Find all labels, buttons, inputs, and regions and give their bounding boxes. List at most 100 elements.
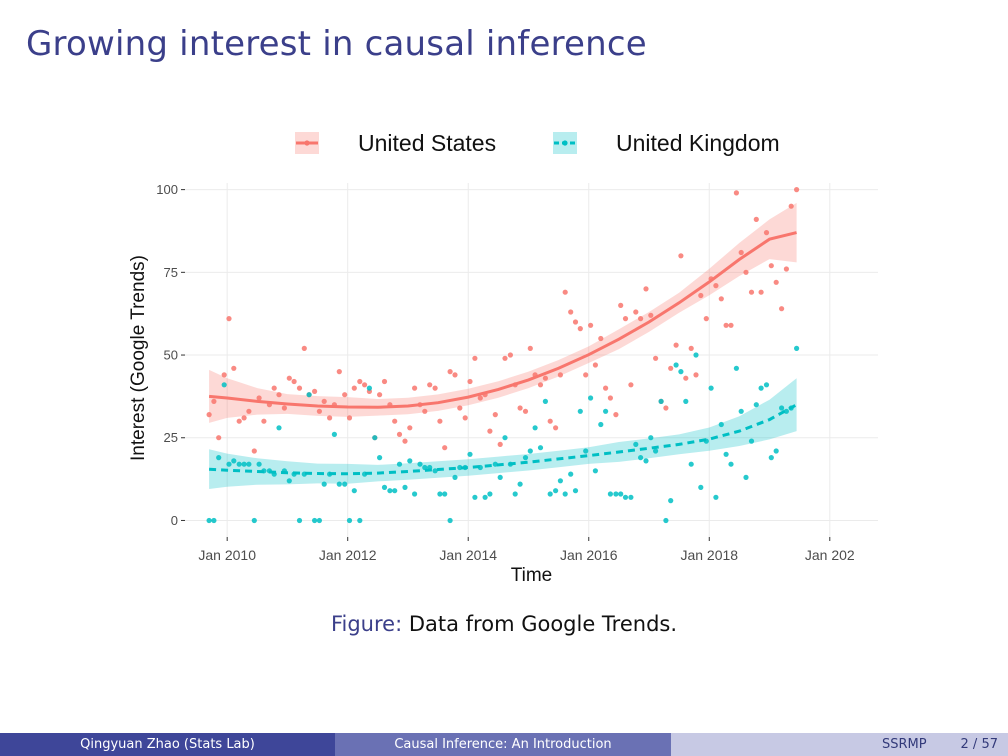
data-point-us [779,306,785,312]
data-point-uk [241,461,247,467]
data-point-uk [472,494,478,500]
data-point-us [256,395,262,401]
data-point-us [221,372,227,378]
data-point-uk [713,494,719,500]
data-point-us [457,405,463,411]
data-point-uk [658,398,664,404]
data-point-us [422,408,428,414]
data-point-uk [412,491,418,497]
data-point-us [412,385,418,391]
x-tick-label: Jan 2016 [560,547,618,563]
data-point-uk [718,421,724,428]
data-point-us [794,187,800,193]
data-point-us [663,405,669,411]
data-point-uk [336,481,342,487]
data-point-us [241,415,247,421]
data-point-uk [779,405,785,411]
data-point-us [487,428,493,434]
x-tick-label: Jan 2010 [198,547,256,563]
chart: United States United Kingdom 0 25 50 75 100 Ja… [128,130,878,586]
data-point-us [648,312,654,318]
data-point-uk [583,448,589,454]
data-point-us [753,216,759,222]
data-point-uk [673,362,679,368]
data-point-uk [276,425,282,431]
data-point-uk [497,474,503,480]
data-point-us [312,388,318,394]
data-point-uk [452,474,458,480]
data-point-uk [366,385,372,391]
data-point-us [206,412,212,418]
data-point-us [447,369,453,375]
data-point-uk [728,461,734,467]
data-point-us [321,398,327,404]
data-point-us [452,372,458,378]
data-point-us [246,408,252,414]
data-point-uk [407,458,413,464]
data-point-us [598,335,604,342]
data-point-uk [794,345,800,351]
data-point-uk [678,369,684,375]
data-point-uk [331,431,337,437]
legend: United States United Kingdom [295,130,780,156]
data-point-uk [628,494,634,500]
data-point-uk [568,471,574,477]
data-point-us [472,355,478,361]
data-point-uk [351,488,357,494]
y-tick-label: 50 [164,348,178,363]
fit-line-us [208,231,797,409]
data-point-us [638,316,644,322]
data-point-us [527,345,533,351]
data-point-us [301,345,307,351]
data-point-us [427,382,433,388]
data-point-us [733,190,740,196]
data-point-us [336,369,342,375]
data-point-uk [748,438,755,444]
data-point-us [316,408,322,414]
footer-page-number: 2 / 57 [960,737,998,752]
data-point-us [618,302,624,308]
data-point-us [683,375,689,381]
data-point-uk [357,517,363,524]
data-point-us [718,296,724,302]
data-point-us [592,362,599,368]
data-point-us [291,378,297,385]
data-point-uk [698,484,704,490]
data-point-uk [588,395,594,401]
footer-author: Qingyuan Zhao (Stats Lab) [0,733,335,756]
data-point-uk [442,491,448,497]
data-point-us [377,392,383,398]
data-point-uk [653,448,659,454]
data-point-uk [512,491,518,497]
data-point-us [603,385,609,391]
data-point-uk [743,474,749,480]
data-point-us [236,418,242,424]
data-point-uk [502,435,508,441]
data-point-us [281,405,287,411]
data-point-uk [312,517,318,524]
data-point-uk [648,435,654,441]
data-point-uk [683,398,689,404]
axes: 0 25 50 75 100 Jan 2010 Jan 2012 Jan 2014 Jan 20… [128,182,855,586]
data-point-us [407,425,413,431]
data-point-uk [377,455,383,461]
data-point-us [357,378,363,385]
data-point-uk [708,385,714,391]
data-point-uk [346,517,353,524]
data-point-uk [211,517,217,524]
y-tick-label: 0 [171,513,178,528]
data-point-us [251,448,257,454]
data-point-us [351,385,357,391]
fit-lines [208,231,798,476]
data-point-uk [231,458,237,464]
caption-label: Figure: [330,612,403,636]
caption-text: Data from Google Trends. [408,612,678,636]
figure-caption: Figure: Data from Google Trends. [0,612,1008,636]
x-tick-label: Jan 202 [805,547,855,563]
data-point-uk [622,494,629,500]
data-point-uk [592,468,599,474]
data-point-uk [542,398,549,404]
data-point-uk [216,455,222,461]
data-point-uk [236,461,242,467]
data-point-uk [547,491,553,497]
